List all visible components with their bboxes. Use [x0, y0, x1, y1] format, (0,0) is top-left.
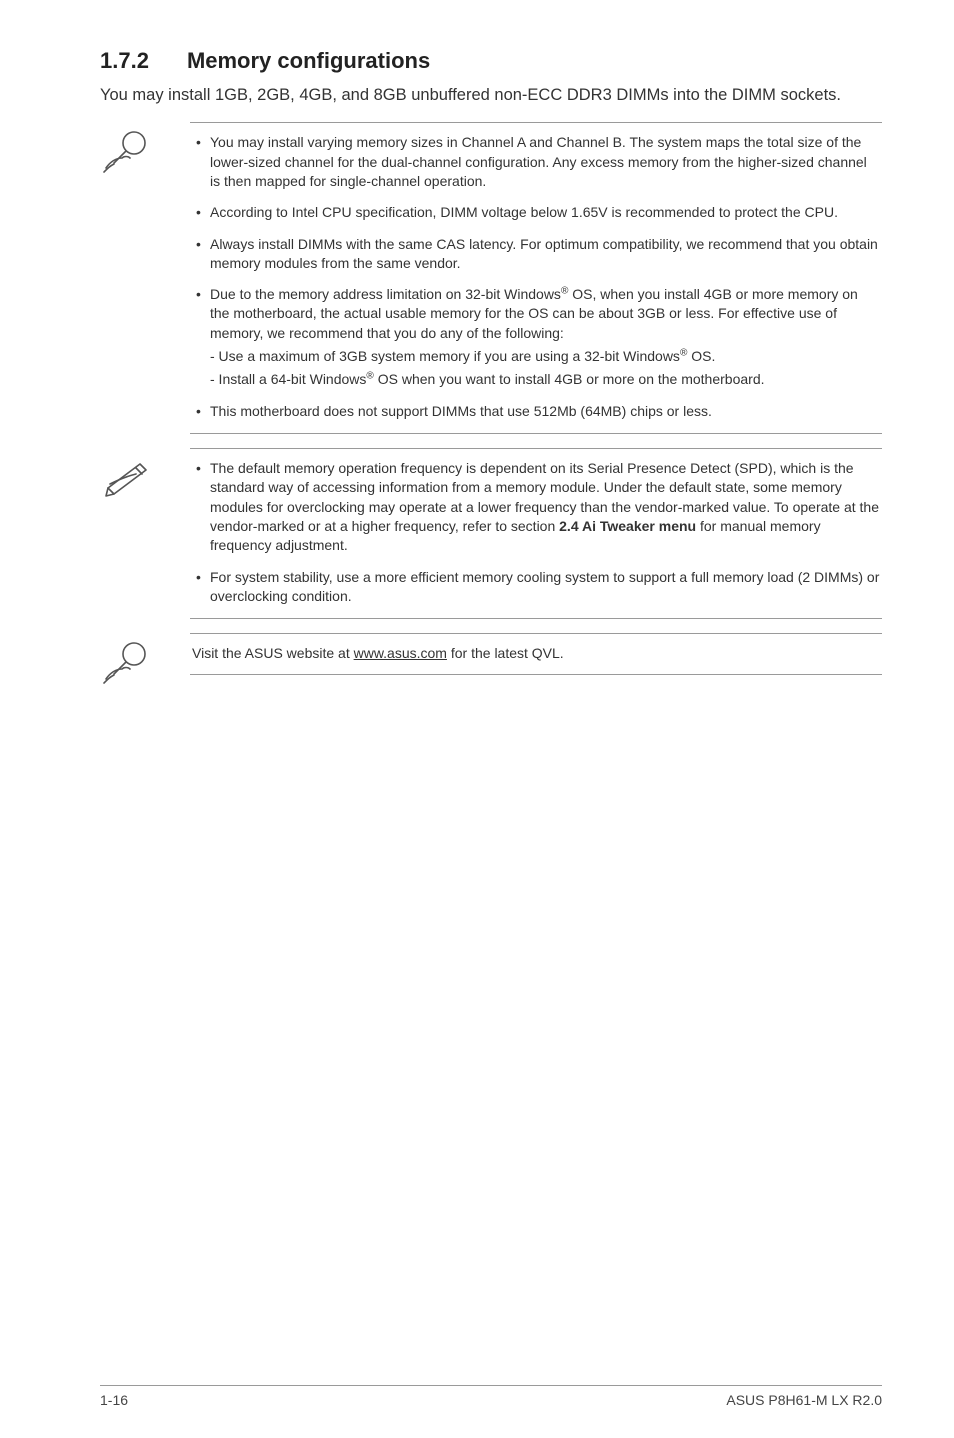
note-body-3: Visit the ASUS website at www.asus.com f… [190, 633, 882, 675]
note-block-3: Visit the ASUS website at www.asus.com f… [100, 633, 882, 685]
list-item: You may install varying memory sizes in … [192, 133, 880, 191]
heading-title: Memory configurations [187, 48, 430, 73]
list-item: For system stability, use a more efficie… [192, 568, 880, 607]
note-block-2: The default memory operation frequency i… [100, 448, 882, 619]
page-footer: 1-16 ASUS P8H61-M LX R2.0 [100, 1385, 882, 1408]
footer-product-name: ASUS P8H61-M LX R2.0 [726, 1392, 882, 1408]
heading-number: 1.7.2 [100, 48, 149, 74]
note-block-1: You may install varying memory sizes in … [100, 122, 882, 434]
footer-page-number: 1-16 [100, 1392, 128, 1408]
list-item: This motherboard does not support DIMMs … [192, 402, 880, 421]
note-body-2: The default memory operation frequency i… [190, 448, 882, 619]
qvl-text: Visit the ASUS website at www.asus.com f… [192, 644, 880, 664]
list-item: According to Intel CPU specification, DI… [192, 203, 880, 222]
intro-text: You may install 1GB, 2GB, 4GB, and 8GB u… [100, 84, 882, 106]
note-body-1: You may install varying memory sizes in … [190, 122, 882, 434]
pencil-note-icon [100, 448, 190, 498]
note-list-2: The default memory operation frequency i… [192, 459, 880, 606]
section-heading: 1.7.2 Memory configurations [100, 48, 882, 74]
list-item: Always install DIMMs with the same CAS l… [192, 235, 880, 274]
note-list-1: You may install varying memory sizes in … [192, 133, 880, 421]
page: 1.7.2 Memory configurations You may insta… [0, 0, 954, 1438]
list-item: The default memory operation frequency i… [192, 459, 880, 556]
list-item: Due to the memory address limitation on … [192, 285, 880, 390]
magnifier-hand-icon [100, 633, 190, 685]
magnifier-hand-icon [100, 122, 190, 174]
